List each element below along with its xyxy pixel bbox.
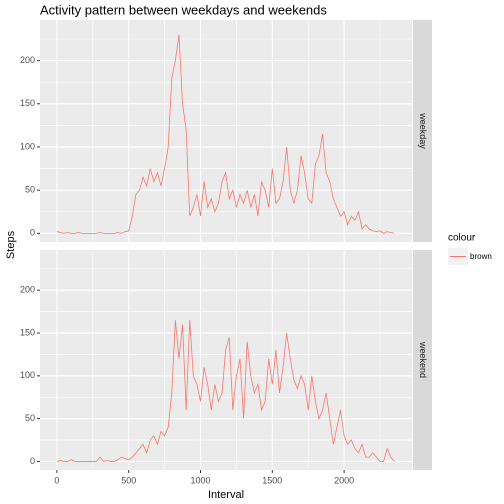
chart-title: Activity pattern between weekdays and we… [40,2,327,17]
legend-label: brown [470,252,492,261]
strip-background [413,20,432,242]
line-series [56,34,395,234]
y-tick-label: 50 [25,185,35,195]
y-tick-label: 100 [20,141,35,151]
y-tick-label: 0 [30,228,35,238]
y-axis-title: Steps [5,230,17,259]
y-tick-label: 200 [20,285,35,295]
y-tick-label: 50 [25,413,35,423]
line-series [56,320,395,462]
x-tick-label: 2000 [334,475,354,485]
panel-background [40,250,412,470]
y-tick-label: 200 [20,55,35,65]
strip-background [413,250,432,470]
legend-title: colour [448,233,476,244]
x-tick-label: 1500 [262,475,282,485]
x-tick-label: 1000 [190,475,210,485]
strip-label: weekend [418,341,428,378]
y-tick-label: 100 [20,370,35,380]
y-tick-label: 150 [20,98,35,108]
y-tick-label: 0 [30,456,35,466]
y-tick-label: 150 [20,327,35,337]
x-axis-title: Interval [208,489,244,501]
x-tick-label: 500 [121,475,136,485]
x-tick-label: 0 [54,475,59,485]
strip-label: weekday [418,112,428,149]
panel-background [40,20,412,242]
